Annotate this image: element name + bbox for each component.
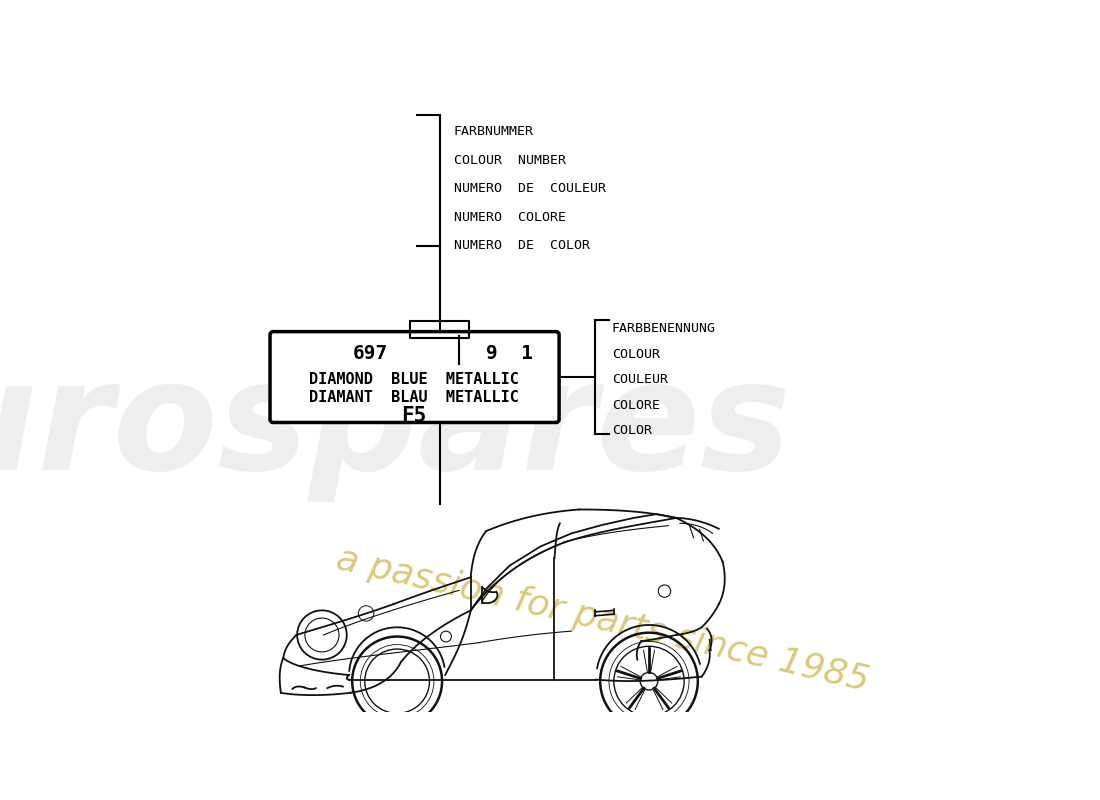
Text: COLOR: COLOR — [612, 424, 652, 437]
Text: NUMERO  DE  COULEUR: NUMERO DE COULEUR — [453, 182, 606, 195]
Text: 9  1: 9 1 — [486, 345, 534, 363]
Text: F5: F5 — [402, 406, 427, 426]
Text: eurospares: eurospares — [0, 353, 791, 502]
Text: NUMERO  COLORE: NUMERO COLORE — [453, 210, 565, 224]
Text: COLORE: COLORE — [612, 398, 660, 412]
Text: 697: 697 — [352, 345, 387, 363]
Text: COLOUR: COLOUR — [612, 348, 660, 361]
Text: COULEUR: COULEUR — [612, 373, 668, 386]
Text: FARBNUMMER: FARBNUMMER — [453, 126, 534, 138]
Text: FARBBENENNUNG: FARBBENENNUNG — [612, 322, 716, 335]
Text: NUMERO  DE  COLOR: NUMERO DE COLOR — [453, 239, 590, 252]
FancyBboxPatch shape — [270, 332, 559, 422]
Text: a passion for parts since 1985: a passion for parts since 1985 — [332, 542, 872, 698]
Text: DIAMOND  BLUE  METALLIC: DIAMOND BLUE METALLIC — [309, 372, 519, 387]
Text: COLOUR  NUMBER: COLOUR NUMBER — [453, 154, 565, 166]
Text: DIAMANT  BLAU  METALLIC: DIAMANT BLAU METALLIC — [309, 390, 519, 406]
